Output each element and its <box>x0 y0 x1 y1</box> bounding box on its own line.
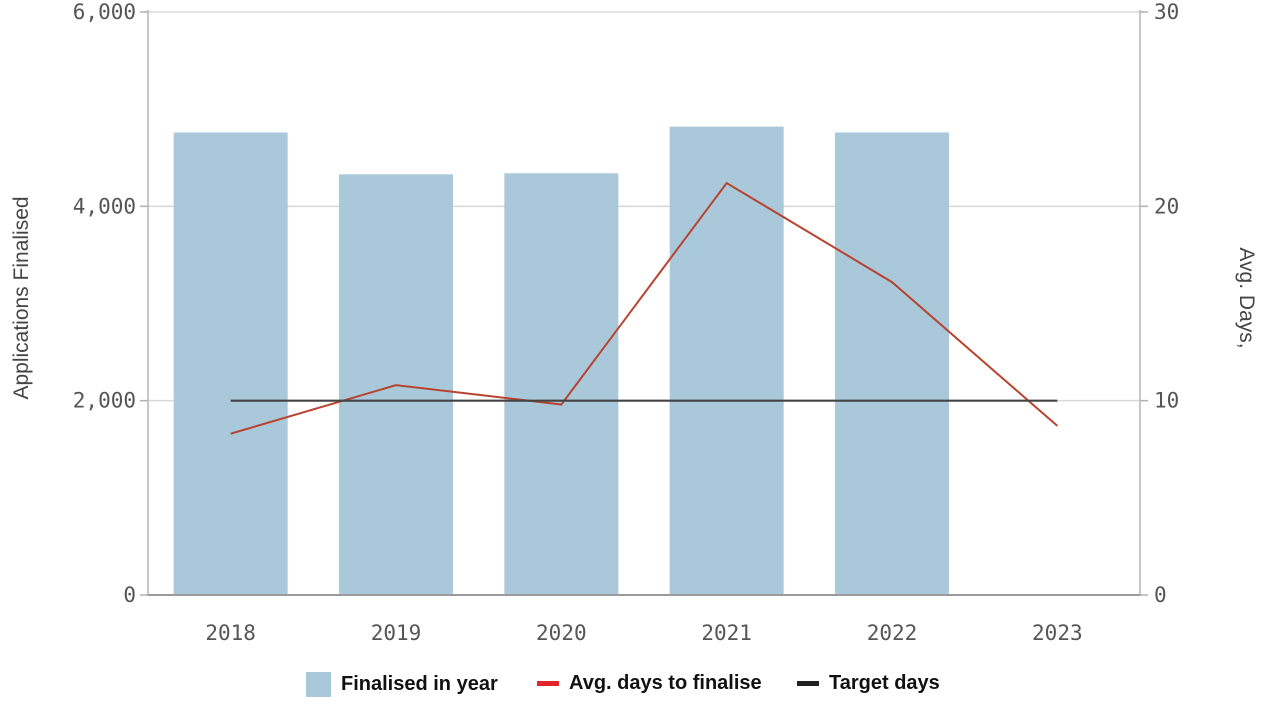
x-tick-label: 2020 <box>536 621 587 645</box>
x-tick-label: 2019 <box>371 621 422 645</box>
gridlines <box>148 11 1140 402</box>
legend-item-avg-days: Avg. days to finalise <box>537 672 762 695</box>
legend-swatch-dash-icon <box>537 681 559 686</box>
x-tick-label: 2023 <box>1032 621 1083 645</box>
y-tick-label-right: 10 <box>1154 389 1179 413</box>
y-tick-label-left: 4,000 <box>73 194 136 218</box>
legend: Finalised in year Avg. days to finalise … <box>0 672 1266 704</box>
tick-labels: 0 2,000 4,000 6,000 0 10 20 30 2018 2019 2020 2021 2… <box>73 0 1180 645</box>
bar-2018 <box>173 132 288 595</box>
bar-series <box>173 126 949 596</box>
y-axis-title-right: Avg. Days, <box>1235 247 1258 348</box>
y-tick-label-right: 0 <box>1154 583 1167 607</box>
chart: 0 2,000 4,000 6,000 0 10 20 30 2018 2019 2020 2021 2… <box>10 0 1258 645</box>
y-tick-label-left: 0 <box>123 583 136 607</box>
legend-label-avg-days: Avg. days to finalise <box>569 672 762 694</box>
x-tick-label: 2021 <box>701 621 752 645</box>
bar-2020 <box>504 173 619 595</box>
x-tick-label: 2018 <box>205 621 256 645</box>
legend-label-finalised: Finalised in year <box>341 673 498 695</box>
bar-2022 <box>835 132 949 595</box>
legend-label-target-days: Target days <box>829 672 940 694</box>
legend-item-finalised: Finalised in year <box>306 672 498 697</box>
line-series <box>230 181 1058 435</box>
series-line-avg-days-to-finalise <box>230 181 1058 435</box>
legend-swatch-dash-icon <box>797 681 819 686</box>
legend-swatch-square-icon <box>306 672 331 697</box>
y-tick-label-right: 20 <box>1154 194 1179 218</box>
bar-2021 <box>669 126 784 595</box>
y-tick-label-right: 30 <box>1154 0 1179 24</box>
y-axis-title-left: Applications Finalised <box>10 196 33 399</box>
axes <box>147 10 1141 596</box>
legend-item-target-days: Target days <box>797 672 940 695</box>
y-tick-label-left: 2,000 <box>73 389 136 413</box>
y-tick-label-left: 6,000 <box>73 0 136 24</box>
x-tick-label: 2022 <box>867 621 918 645</box>
